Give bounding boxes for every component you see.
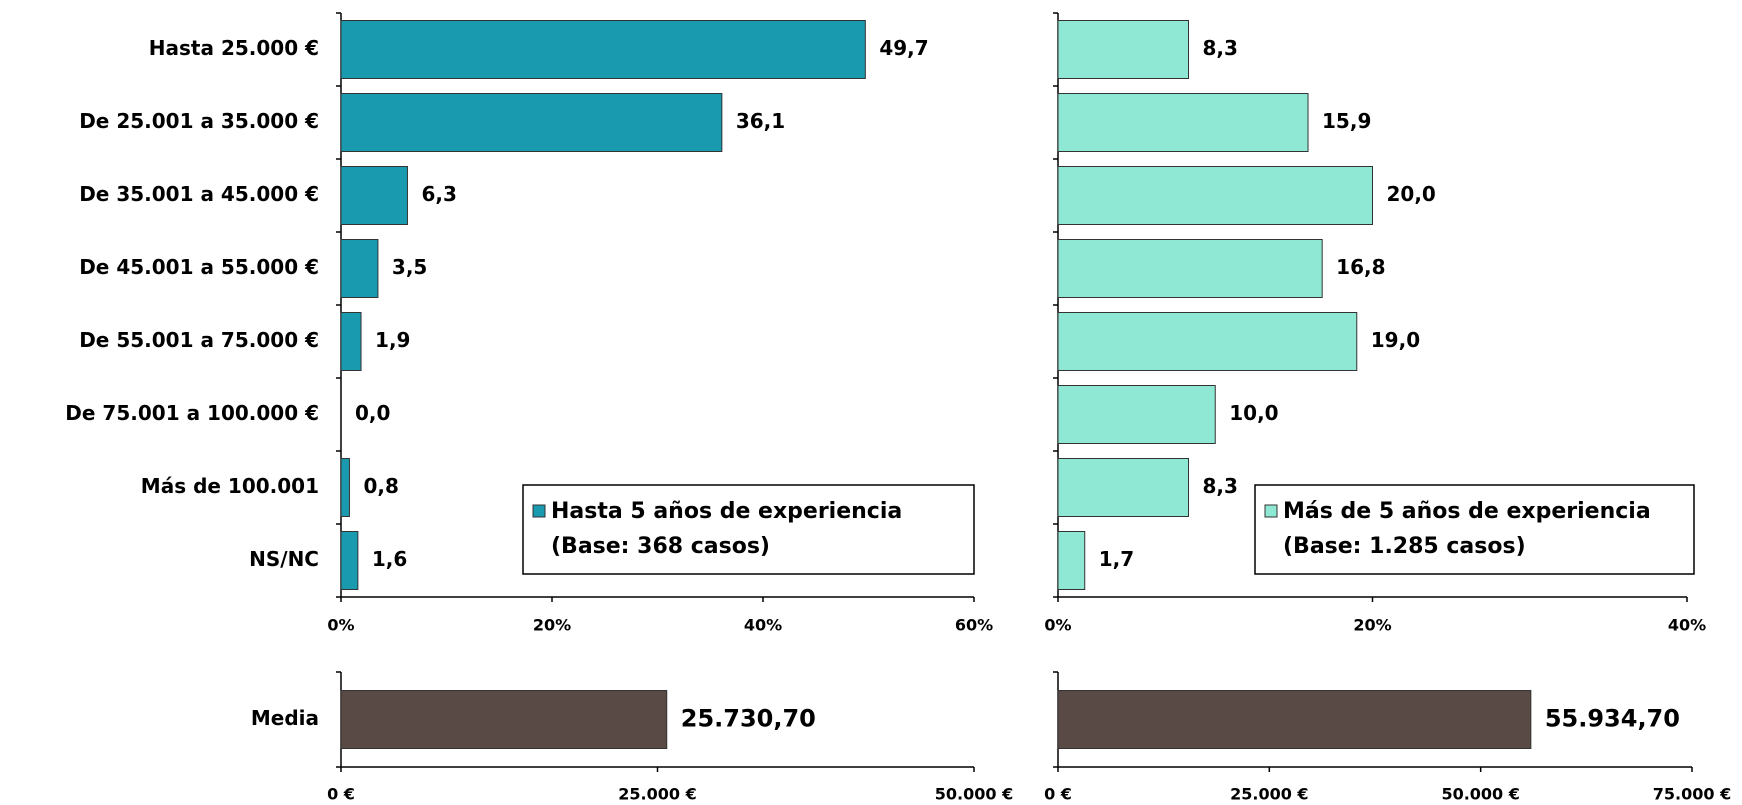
x-tick-label: 40% — [744, 616, 782, 635]
legend-note: (Base: 368 casos) — [551, 534, 770, 559]
legend-box — [1254, 484, 1695, 575]
x-tick-label: 25.000 € — [1230, 785, 1308, 804]
x-tick-label: 0% — [1044, 616, 1071, 635]
bar — [340, 239, 379, 298]
value-label: 25.730,70 — [681, 705, 816, 733]
x-tick-label: 50.000 € — [1441, 785, 1519, 804]
bar — [340, 166, 408, 225]
legend-note: (Base: 1.285 casos) — [1283, 534, 1526, 559]
bar — [340, 93, 723, 152]
bar — [1057, 239, 1323, 298]
bar — [1057, 312, 1358, 371]
bar — [340, 690, 668, 749]
category-label: Hasta 25.000 € — [149, 36, 319, 60]
x-tick-label: 25.000 € — [618, 785, 696, 804]
x-tick-label: 60% — [955, 616, 993, 635]
bar — [1057, 20, 1190, 79]
bar — [1057, 93, 1309, 152]
x-tick-label: 20% — [533, 616, 571, 635]
value-label: 0,8 — [363, 474, 398, 498]
category-label: De 55.001 a 75.000 € — [79, 328, 319, 352]
value-label: 49,7 — [879, 36, 928, 60]
category-label: De 35.001 a 45.000 € — [79, 182, 319, 206]
bar — [1057, 531, 1086, 590]
value-label: 6,3 — [421, 182, 456, 206]
x-tick-label: 40% — [1668, 616, 1706, 635]
bar — [1057, 690, 1532, 749]
value-label: 55.934,70 — [1545, 705, 1680, 733]
category-label: Media — [251, 706, 319, 730]
x-tick-label: 50.000 € — [935, 785, 1013, 804]
x-tick-label: 0 € — [1044, 785, 1072, 804]
value-label: 19,0 — [1371, 328, 1420, 352]
category-label: De 75.001 a 100.000 € — [65, 401, 319, 425]
legend-swatch — [532, 504, 546, 518]
bar — [340, 312, 362, 371]
bar — [340, 531, 359, 590]
x-tick-label: 0% — [327, 616, 354, 635]
value-label: 1,9 — [375, 328, 410, 352]
value-label: 1,6 — [372, 547, 407, 571]
x-tick-label: 0 € — [327, 785, 355, 804]
value-label: 16,8 — [1336, 255, 1385, 279]
value-label: 15,9 — [1322, 109, 1371, 133]
value-label: 20,0 — [1387, 182, 1436, 206]
value-label: 8,3 — [1203, 474, 1238, 498]
category-label: De 45.001 a 55.000 € — [79, 255, 319, 279]
legend-label: Hasta 5 años de experiencia — [551, 499, 902, 524]
legend-swatch — [1264, 504, 1278, 518]
category-label: De 25.001 a 35.000 € — [79, 109, 319, 133]
value-label: 1,7 — [1099, 547, 1134, 571]
legend-label: Más de 5 años de experiencia — [1283, 499, 1651, 524]
value-label: 36,1 — [736, 109, 785, 133]
bar — [1057, 166, 1373, 225]
legend-box — [522, 484, 975, 575]
category-label: Más de 100.001 — [141, 474, 319, 498]
value-label: 0,0 — [355, 401, 390, 425]
bar — [340, 20, 866, 79]
category-label: NS/NC — [249, 547, 319, 571]
value-label: 8,3 — [1203, 36, 1238, 60]
bar — [1057, 385, 1216, 444]
bar — [340, 458, 350, 517]
value-label: 3,5 — [392, 255, 427, 279]
x-tick-label: 75.000 € — [1653, 785, 1731, 804]
x-tick-label: 20% — [1353, 616, 1391, 635]
value-label: 10,0 — [1229, 401, 1278, 425]
bar — [1057, 458, 1190, 517]
